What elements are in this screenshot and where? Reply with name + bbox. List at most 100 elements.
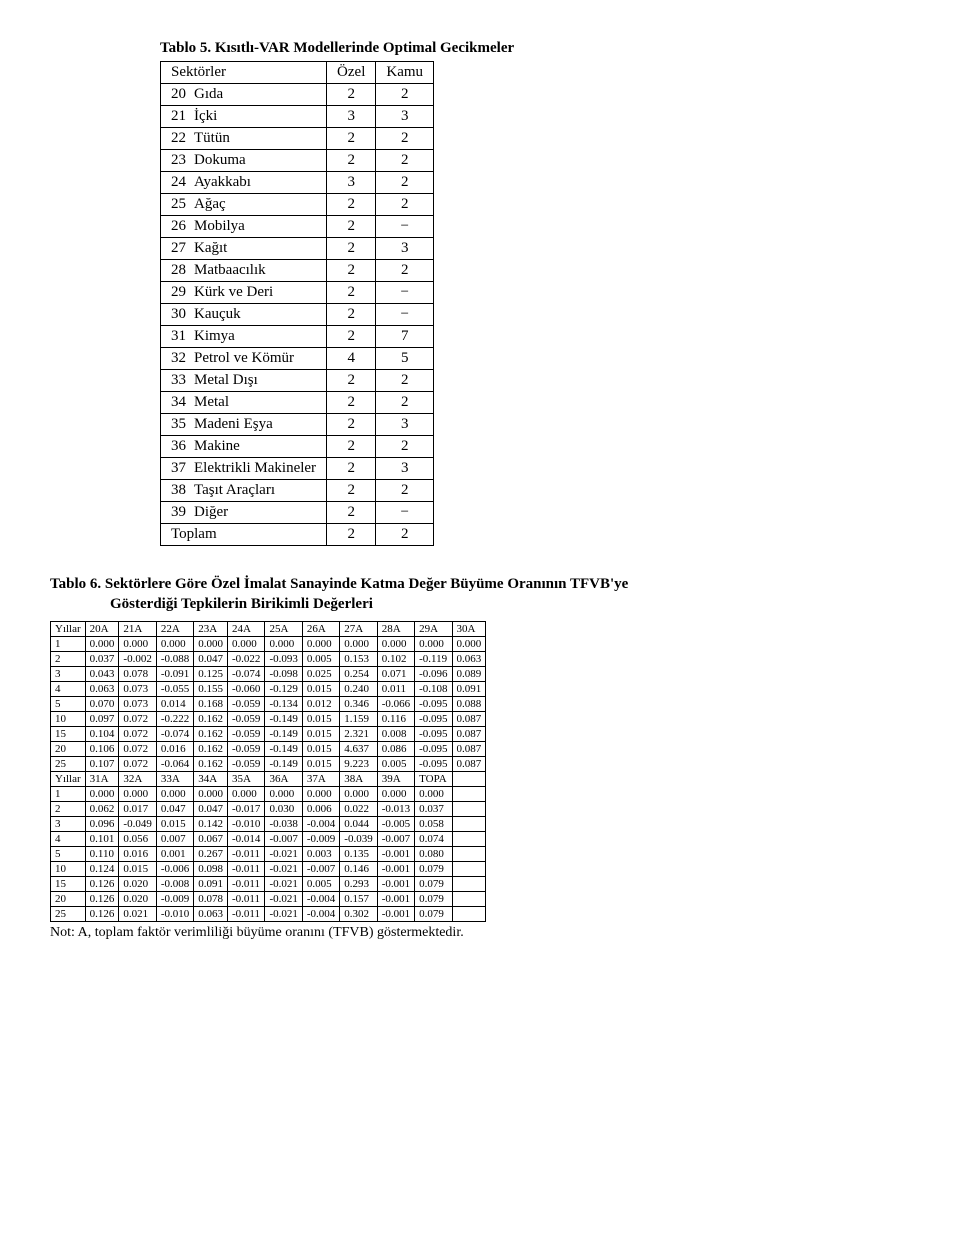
table5-title: Tablo 5. Kısıtlı-VAR Modellerinde Optima…	[160, 40, 910, 57]
table-row: 32Petrol ve Kömür45	[161, 348, 434, 370]
t6-cell: -0.010	[228, 816, 265, 831]
t5-cell: 34	[161, 392, 191, 414]
t6-cell: 0.016	[119, 846, 156, 861]
t6-cell: 0.101	[85, 831, 119, 846]
t6-cell: 4.637	[340, 741, 377, 756]
t5-cell: 3	[376, 238, 434, 260]
table-row: 24Ayakkabı32	[161, 172, 434, 194]
t6-cell: 0.000	[265, 636, 302, 651]
t6-cell: 0.155	[194, 681, 228, 696]
t5-cell: 2	[327, 524, 376, 546]
t6-cell: 0.087	[452, 756, 486, 771]
t5-cell: 2	[376, 436, 434, 458]
t6-cell: 0.000	[415, 636, 452, 651]
t6-cell: 0.293	[340, 876, 377, 891]
t6-cell: 0.014	[156, 696, 193, 711]
t6-cell: -0.021	[265, 906, 302, 921]
t5-cell: 2	[327, 150, 376, 172]
table-row: 50.0700.0730.0140.168-0.059-0.1340.0120.…	[51, 696, 486, 711]
t6-cell: 0.125	[194, 666, 228, 681]
table-row: 30.096-0.0490.0150.142-0.010-0.038-0.004…	[51, 816, 486, 831]
t6-cell: 0.015	[302, 756, 339, 771]
t5-cell: 2	[327, 260, 376, 282]
t6-cell	[452, 906, 486, 921]
t5-cell: 3	[327, 172, 376, 194]
table-row: 28Matbaacılık22	[161, 260, 434, 282]
t6-head-cell: 34A	[194, 771, 228, 786]
t6-cell	[452, 816, 486, 831]
table-row: 33Metal Dışı22	[161, 370, 434, 392]
t6-cell: 10	[51, 711, 86, 726]
t6-cell: 0.106	[85, 741, 119, 756]
t6-cell: -0.149	[265, 741, 302, 756]
t5-cell: 2	[327, 326, 376, 348]
t6-cell: -0.021	[265, 861, 302, 876]
table-row: 39Diğer2−	[161, 502, 434, 524]
table-row: 250.1260.021-0.0100.063-0.011-0.021-0.00…	[51, 906, 486, 921]
t5-cell: Gıda	[190, 84, 327, 106]
t6-cell: 0.020	[119, 876, 156, 891]
t6-cell: 0.005	[302, 876, 339, 891]
t5-cell: Metal Dışı	[190, 370, 327, 392]
t5-cell: Matbaacılık	[190, 260, 327, 282]
t6-cell: -0.119	[415, 651, 452, 666]
t6-cell: 5	[51, 846, 86, 861]
t6-cell	[452, 876, 486, 891]
t6-cell: -0.001	[377, 861, 414, 876]
t6-cell: -0.095	[415, 711, 452, 726]
t6-cell: -0.017	[228, 801, 265, 816]
t5-cell: 2	[327, 238, 376, 260]
t6-head-cell: 30A	[452, 621, 486, 636]
t6-cell: 0.000	[377, 636, 414, 651]
table-row: 100.1240.015-0.0060.098-0.011-0.021-0.00…	[51, 861, 486, 876]
t6-cell: 1	[51, 786, 86, 801]
t6-cell: 0.047	[194, 651, 228, 666]
table-row: 36Makine22	[161, 436, 434, 458]
t5-cell: 2	[327, 216, 376, 238]
t6-cell: -0.060	[228, 681, 265, 696]
t5-cell: Petrol ve Kömür	[190, 348, 327, 370]
t6-cell: 0.015	[302, 726, 339, 741]
t6-cell: -0.011	[228, 906, 265, 921]
t6-cell: 0.037	[85, 651, 119, 666]
t6-cell: -0.091	[156, 666, 193, 681]
t6-cell: -0.010	[156, 906, 193, 921]
t5-cell: 2	[327, 128, 376, 150]
t6-cell: -0.095	[415, 756, 452, 771]
t6-cell: -0.222	[156, 711, 193, 726]
t5-cell: 23	[161, 150, 191, 172]
t6-cell: 0.005	[302, 651, 339, 666]
t6-cell: -0.021	[265, 846, 302, 861]
t6-cell: 0.089	[452, 666, 486, 681]
t6-cell: -0.011	[228, 861, 265, 876]
t5-cell: Diğer	[190, 502, 327, 524]
table5-h-ozel: Özel	[327, 62, 376, 84]
t6-cell: 0.000	[265, 786, 302, 801]
t6-head-cell: Yıllar	[51, 771, 86, 786]
t5-cell: −	[376, 282, 434, 304]
table6-header2: Yıllar31A32A33A34A35A36A37A38A39ATOPA	[51, 771, 486, 786]
t6-cell: 0.126	[85, 891, 119, 906]
t6-cell: -0.002	[119, 651, 156, 666]
t6-cell: 0.146	[340, 861, 377, 876]
t5-cell: 2	[327, 392, 376, 414]
t5-cell: İçki	[190, 106, 327, 128]
table-row: 200.1060.0720.0160.162-0.059-0.1490.0154…	[51, 741, 486, 756]
t5-cell: Mobilya	[190, 216, 327, 238]
table-row: 38Taşıt Araçları22	[161, 480, 434, 502]
t6-cell: 1.159	[340, 711, 377, 726]
t6-cell: 0.071	[377, 666, 414, 681]
t5-cell: −	[376, 304, 434, 326]
t6-cell: -0.064	[156, 756, 193, 771]
t6-cell: 0.097	[85, 711, 119, 726]
table6: Yıllar20A21A22A23A24A25A26A27A28A29A30A …	[50, 621, 486, 922]
t6-cell: 0.079	[415, 876, 452, 891]
t6-cell: -0.074	[228, 666, 265, 681]
t5-cell: 2	[376, 480, 434, 502]
t5-cell: Elektrikli Makineler	[190, 458, 327, 480]
t6-cell: -0.149	[265, 726, 302, 741]
t6-cell: -0.095	[415, 741, 452, 756]
t6-cell: 0.072	[119, 711, 156, 726]
table-row: 22Tütün22	[161, 128, 434, 150]
t5-cell: 2	[376, 128, 434, 150]
